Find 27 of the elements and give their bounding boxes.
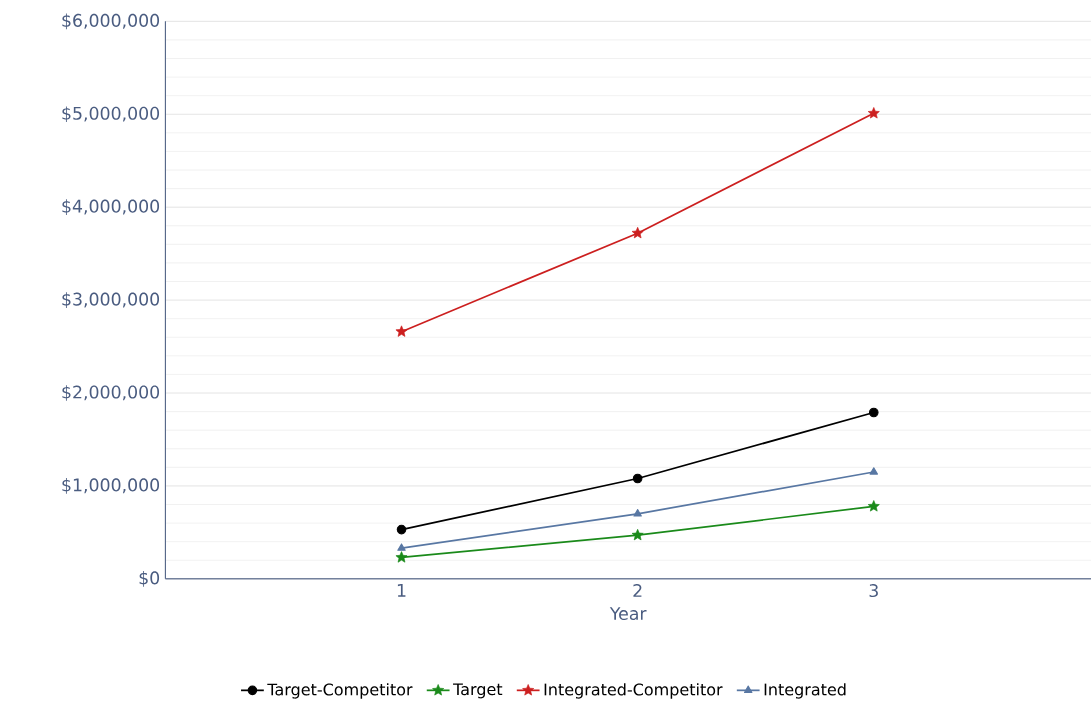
x-axis-title: Year <box>609 607 647 621</box>
point <box>869 467 879 475</box>
x-tick-label: 3 <box>869 584 878 598</box>
legend-label: Integrated-Competitor <box>544 683 723 699</box>
point <box>868 407 879 418</box>
point <box>867 107 880 119</box>
point <box>633 509 642 517</box>
y-tick-label: $6,000,000 <box>62 13 160 30</box>
point <box>867 500 880 512</box>
y-tick-label: $0 <box>139 571 160 587</box>
point <box>396 525 407 535</box>
point <box>397 543 406 552</box>
y-tick-label: $2,000,000 <box>62 385 160 402</box>
point <box>631 529 644 541</box>
point <box>632 473 643 484</box>
legend-label: Target-Competitor <box>267 683 413 699</box>
y-tick-label: $3,000,000 <box>62 292 160 309</box>
y-tick-label: $1,000,000 <box>62 478 160 495</box>
y-tick-label: $5,000,000 <box>62 106 160 123</box>
point <box>395 551 408 563</box>
legend-label: Target <box>453 683 503 699</box>
legend-label: Integrated <box>764 683 846 699</box>
point <box>395 325 408 337</box>
x-tick-label: 2 <box>633 584 642 598</box>
point <box>631 227 644 239</box>
x-tick-label: 1 <box>397 584 406 597</box>
y-tick-label: $4,000,000 <box>62 199 160 216</box>
